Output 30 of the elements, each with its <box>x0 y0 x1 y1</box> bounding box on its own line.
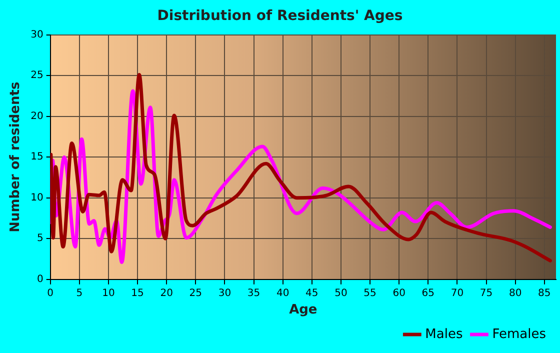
y-tick-label: 5 <box>36 233 44 244</box>
x-axis-title: Age <box>289 302 318 318</box>
x-tick-label: 50 <box>334 288 348 299</box>
x-tick-label: 15 <box>131 288 144 299</box>
x-tick-label: 55 <box>364 288 376 299</box>
y-tick-label: 25 <box>30 70 44 82</box>
x-tick-label: 45 <box>306 288 318 299</box>
x-tick-label: 40 <box>276 288 290 299</box>
x-tick-label: 35 <box>247 288 260 299</box>
y-tick-label: 15 <box>30 152 44 163</box>
chart-title: Distribution of Residents' Ages <box>157 8 403 24</box>
y-tick-label: 0 <box>36 274 44 285</box>
x-tick-label: 70 <box>450 288 464 299</box>
x-tick-label: 30 <box>218 288 232 299</box>
legend-label: Males <box>425 326 463 342</box>
x-tick-label: 10 <box>102 288 115 299</box>
x-tick-label: 20 <box>160 288 173 299</box>
x-tick-label: 60 <box>392 288 406 299</box>
legend-label: Females <box>492 326 546 342</box>
y-axis-title: Number of residents <box>8 82 24 232</box>
x-tick-label: 75 <box>480 288 493 299</box>
x-tick-label: 65 <box>422 288 434 299</box>
y-tick-label: 10 <box>30 192 44 204</box>
x-tick-label: 85 <box>538 288 551 299</box>
x-tick-label: 0 <box>47 288 54 299</box>
x-tick-label: 5 <box>76 288 83 299</box>
y-tick-label: 20 <box>30 110 44 122</box>
x-tick-label: 80 <box>508 288 522 299</box>
x-tick-label: 25 <box>189 288 202 299</box>
y-tick-label: 30 <box>30 29 44 40</box>
